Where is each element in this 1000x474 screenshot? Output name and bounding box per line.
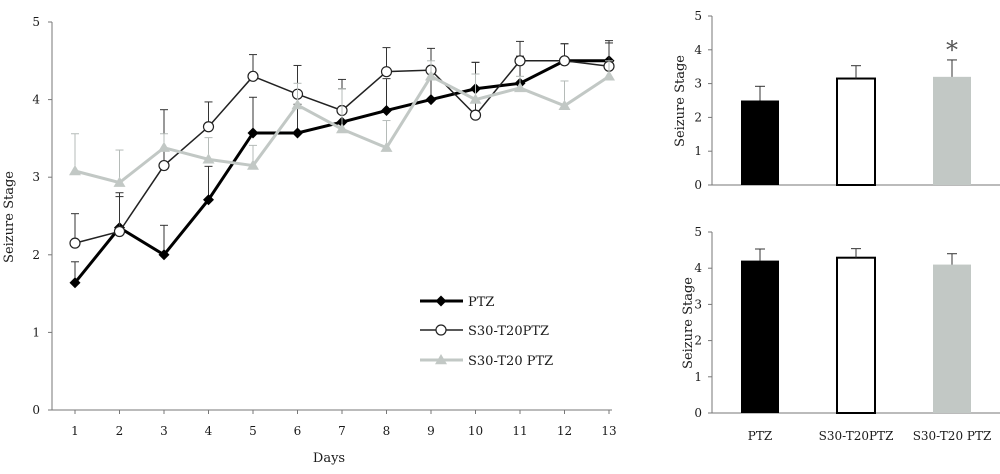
data-point-s30-t20ptz (514, 55, 526, 67)
data-point-ptz (381, 104, 392, 116)
line-chart-x-tick-label: 8 (383, 424, 391, 438)
bar-chart-bottom-bar-s30-t20-ptz-2 (933, 264, 971, 413)
bar-chart-top-bar-s30-t20-ptz-2 (933, 76, 971, 185)
line-chart-x-tick-label: 11 (512, 424, 527, 438)
series-s30-t20-ptz (69, 60, 615, 187)
bar-chart-bottom-category-label: S30-T20PTZ (819, 429, 894, 443)
data-point-s30-t20ptz (558, 55, 571, 67)
line-chart-y-tick-label: 2 (32, 248, 40, 262)
line-chart-y-tick-label: 1 (32, 325, 40, 339)
data-point-s30-t20ptz (69, 237, 81, 249)
bar-chart-bottom-bars (741, 248, 971, 414)
data-point-s30-t20-ptz (336, 123, 348, 134)
line-chart-x-tick-label: 9 (427, 424, 435, 438)
bar-chart-top-y-tick-label: 5 (694, 9, 702, 23)
series-s30-t20ptz (69, 40, 615, 249)
bar-chart-bottom-y-tick-label: 3 (694, 297, 702, 311)
data-point-s30-t20-ptz (603, 70, 615, 81)
line-chart-y-tick-label: 4 (32, 93, 40, 107)
data-point-s30-t20-ptz (380, 141, 393, 152)
bar-chart-bottom-y-tick-label: 4 (694, 261, 702, 275)
bar-chart-bottom-y-tick-label: 2 (694, 334, 702, 348)
line-chart-x-tick-label: 4 (205, 424, 213, 438)
data-point-s30-t20-ptz (469, 93, 482, 104)
line-chart-x-tick-label: 12 (557, 424, 572, 438)
bar-chart-bottom-category-label: PTZ (748, 429, 772, 443)
bar-chart-bottom: 0 1 2 3 4 5 Seizure Stage PTZ S30-T20PTZ S30-T2… (681, 225, 1000, 443)
line-chart-x-tick-label: 2 (116, 424, 124, 438)
data-point-s30-t20ptz (158, 159, 170, 172)
data-point-ptz (292, 127, 303, 139)
bar-chart-top-y-tick-label: 2 (694, 110, 702, 124)
data-point-s30-t20-ptz (202, 153, 215, 164)
data-point-s30-t20ptz (247, 70, 259, 82)
line-chart-x-tick-label: 3 (160, 424, 168, 438)
line-chart-legend: PTZ S30-T20PTZ S30-T20 PTZ (420, 295, 553, 369)
bar-chart-top-y-tick-label: 1 (694, 144, 702, 158)
bar-chart-bottom-y-tick-label: 1 (694, 370, 702, 384)
line-chart-y-tick-label: 5 (32, 15, 40, 29)
bar-chart-bottom-category-label: S30-T20 PTZ (913, 429, 992, 443)
bar-chart-bottom-bar-ptz-0 (741, 260, 779, 413)
line-chart-x-tick-label: 5 (249, 424, 257, 438)
data-point-s30-t20-ptz (69, 164, 81, 176)
data-point-s30-t20-ptz (558, 99, 571, 111)
bar-chart-top-y-tick-label: 3 (694, 77, 702, 91)
line-chart-x-tick-label: 1 (71, 424, 79, 438)
line-chart-y-tick-label: 0 (32, 403, 40, 417)
bar-chart-top-bars: * (741, 36, 971, 186)
bar-chart-top-bar-ptz-0 (741, 100, 779, 185)
bar-chart-bottom-bar-s30-t20ptz-1 (836, 256, 876, 414)
data-point-ptz (69, 277, 81, 289)
line-chart-x-tick-label: 10 (468, 424, 483, 438)
bar-chart-top-y-tick-label: 4 (694, 43, 702, 57)
bar-chart-bottom-y-axis-title: Seizure Stage (681, 277, 696, 369)
data-point-s30-t20-ptz (425, 70, 437, 81)
line-chart-x-tick-label: 13 (601, 424, 616, 438)
line-chart-x-tick-label: 6 (294, 424, 302, 438)
data-point-s30-t20ptz (380, 66, 393, 78)
data-point-s30-t20-ptz (113, 176, 126, 187)
bar-chart-top: 0 1 2 3 4 5 Seizure Stage * (673, 9, 1000, 192)
line-chart-y-axis-title: Seizure Stage (2, 171, 17, 263)
data-point-ptz (247, 127, 259, 139)
legend-label-ptz: PTZ (468, 295, 494, 310)
data-point-s30-t20-ptz (158, 141, 170, 152)
bar-chart-bottom-categories: PTZ S30-T20PTZ S30-T20 PTZ (748, 429, 992, 443)
data-point-s30-t20-ptz (291, 99, 304, 110)
data-point-s30-t20-ptz (247, 159, 259, 170)
bar-chart-top-y-axis-title: Seizure Stage (673, 55, 688, 147)
bar-chart-top-significance-mark: * (946, 36, 958, 64)
legend-marker-s30-t20-ptz (435, 354, 447, 365)
line-chart-x-axis-title: Days (313, 451, 345, 466)
data-point-ptz (203, 194, 214, 206)
line-chart-series (69, 40, 615, 289)
legend-label-s30-t20ptz: S30-T20PTZ (468, 324, 549, 339)
data-point-s30-t20ptz (469, 109, 482, 121)
data-point-s30-t20ptz (202, 121, 215, 133)
data-point-s30-t20-ptz (514, 81, 526, 93)
legend-label-s30-t20-ptz: S30-T20 PTZ (468, 354, 553, 369)
data-point-ptz (425, 94, 437, 106)
data-point-ptz (158, 249, 170, 261)
bar-chart-bottom-y-tick-label: 5 (694, 225, 702, 239)
legend-marker-ptz (435, 295, 447, 307)
line-chart-y-tick-label: 3 (32, 170, 40, 184)
bar-chart-top-bar-s30-t20ptz-1 (836, 77, 876, 186)
line-chart-axes (48, 21, 612, 414)
bar-chart-top-y-tick-label: 0 (694, 178, 702, 192)
bar-chart-bottom-y-tick-label: 0 (694, 406, 702, 420)
data-point-s30-t20ptz (113, 225, 126, 238)
bar-chart-top-ticks: 0 1 2 3 4 5 (694, 9, 702, 192)
line-chart-x-tick-label: 7 (338, 424, 346, 438)
bar-chart-bottom-ticks: 0 1 2 3 4 5 (694, 225, 702, 420)
legend-marker-s30-t20ptz (435, 324, 447, 336)
series-ptz (69, 40, 615, 289)
